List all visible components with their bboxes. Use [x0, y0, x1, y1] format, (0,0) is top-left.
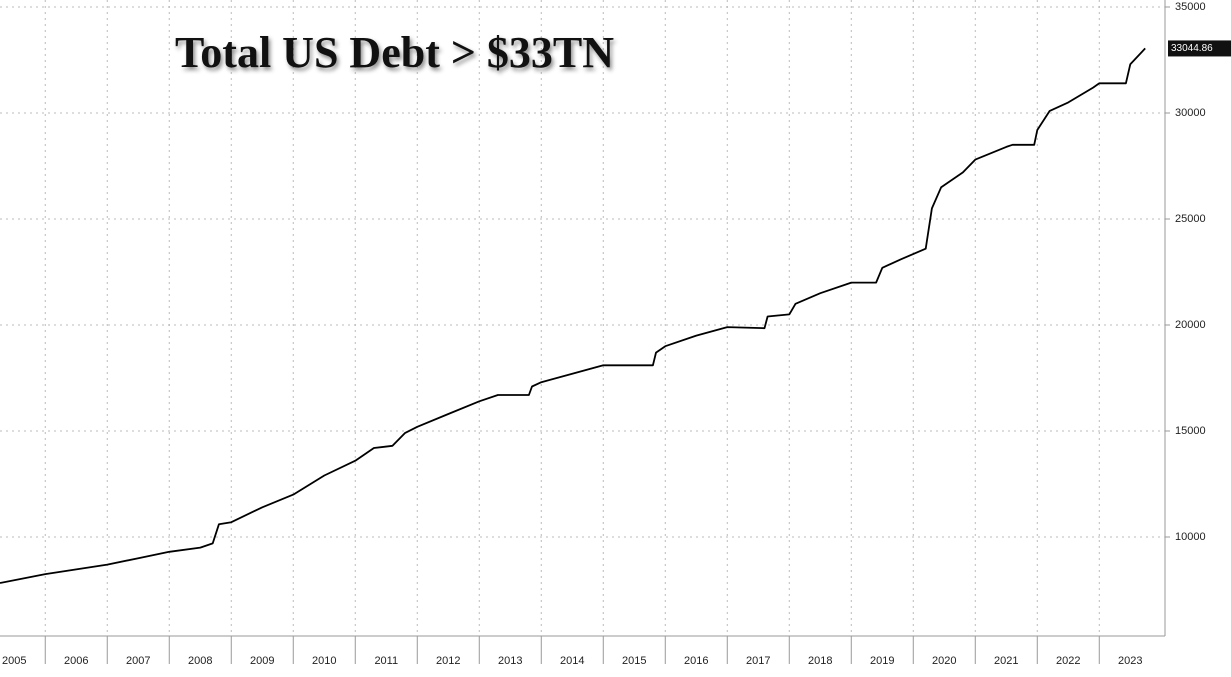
x-tick-label: 2021: [994, 655, 1018, 667]
x-tick-label: 2005: [2, 655, 26, 667]
x-tick-label: 2014: [560, 655, 584, 667]
last-value-box: [1168, 40, 1231, 57]
y-tick-label: 25000: [1175, 213, 1206, 225]
x-tick-label: 2011: [374, 655, 398, 667]
x-tick-label: 2020: [932, 655, 956, 667]
y-tick-label: 30000: [1175, 107, 1206, 119]
x-tick-label: 2006: [64, 655, 88, 667]
data-line: [0, 47, 1146, 584]
x-tick-label: 2023: [1118, 655, 1142, 667]
grid: [0, 0, 1165, 636]
x-tick-label: 2013: [498, 655, 522, 667]
last-value-label: 33044.86: [1171, 43, 1213, 54]
x-tick-label: 2010: [312, 655, 336, 667]
chart-title: Total US Debt > $33TN: [175, 28, 614, 77]
y-tick-label: 20000: [1175, 319, 1206, 331]
y-tick-label: 35000: [1175, 1, 1206, 13]
x-tick-label: 2018: [808, 655, 832, 667]
x-tick-label: 2022: [1056, 655, 1080, 667]
x-tick-label: 2012: [436, 655, 460, 667]
x-tick-label: 2009: [250, 655, 274, 667]
x-tick-label: 2017: [746, 655, 770, 667]
x-tick-label: 2016: [684, 655, 708, 667]
y-tick-label: 10000: [1175, 531, 1206, 543]
x-tick-label: 2008: [188, 655, 212, 667]
x-tick-label: 2007: [126, 655, 150, 667]
x-tick-label: 2015: [622, 655, 646, 667]
x-tick-label: 2019: [870, 655, 894, 667]
y-tick-label: 15000: [1175, 425, 1206, 437]
